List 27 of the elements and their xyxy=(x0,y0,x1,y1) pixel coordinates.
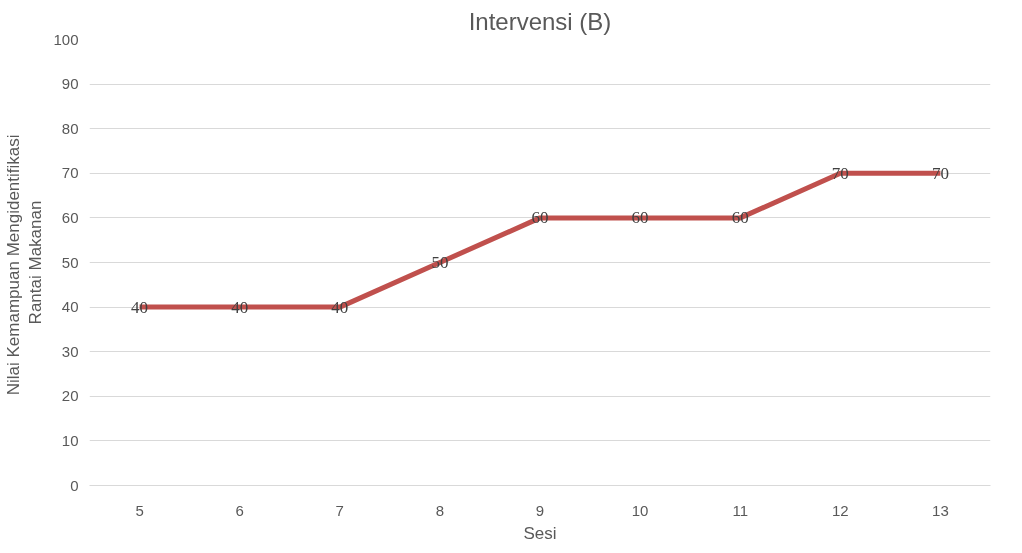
y-tick-label: 90 xyxy=(61,75,79,93)
y-tick-label: 100 xyxy=(53,30,79,48)
data-label: 40 xyxy=(131,297,149,317)
y-tick-label: 80 xyxy=(61,119,79,137)
x-axis-title: Sesi xyxy=(523,523,557,543)
y-tick-label: 40 xyxy=(61,298,79,316)
data-label: 40 xyxy=(331,297,349,317)
y-tick-label: 10 xyxy=(61,431,79,449)
x-tick-label: 5 xyxy=(135,501,144,519)
y-tick-label: 70 xyxy=(61,164,79,182)
x-tick-label: 7 xyxy=(335,501,344,519)
data-label: 40 xyxy=(231,297,249,317)
y-tick-label: 30 xyxy=(61,342,79,360)
data-label: 70 xyxy=(931,163,949,183)
y-axis-title: Nilai Kemampuan Mengidentifikasi Rantai Makanan xyxy=(3,134,46,396)
y-tick-label: 50 xyxy=(61,253,79,271)
x-tick-label: 6 xyxy=(235,501,244,519)
x-tick-label: 9 xyxy=(535,501,545,519)
x-tick-label: 11 xyxy=(732,501,749,519)
x-tick-label: 12 xyxy=(831,501,849,519)
x-tick-label: 13 xyxy=(932,501,949,519)
y-tick-label: 0 xyxy=(70,476,79,494)
x-tick-label: 8 xyxy=(435,501,445,519)
y-tick-label: 20 xyxy=(61,387,79,405)
x-tick-label: 10 xyxy=(631,501,649,519)
y-tick-label: 60 xyxy=(61,208,79,226)
chart-title: Intervensi (B) xyxy=(468,7,612,35)
